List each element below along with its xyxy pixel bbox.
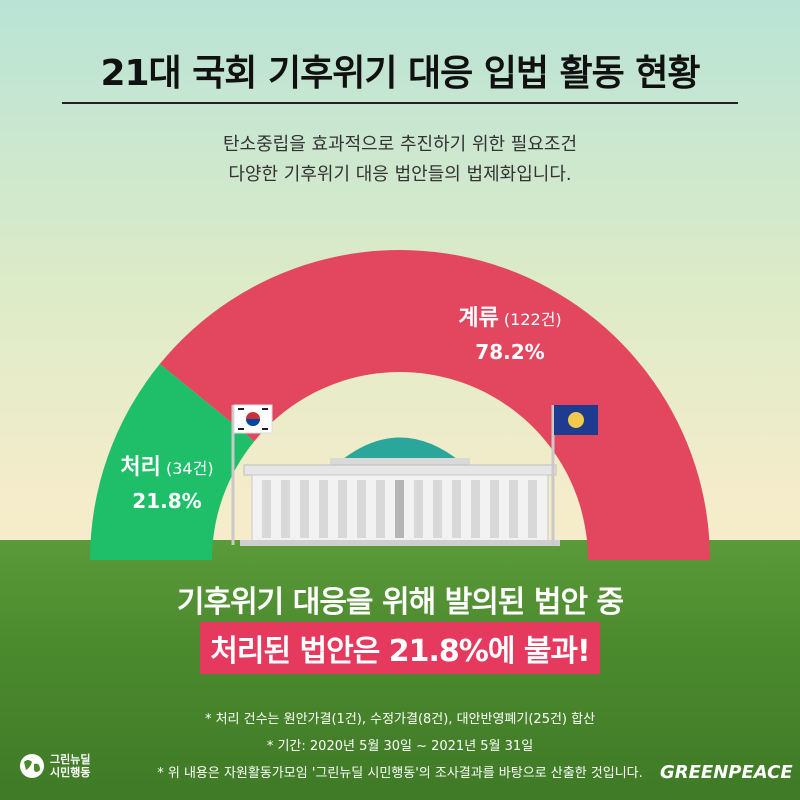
headline-line-2: 처리된 법안은 21.8%에 불과! — [200, 622, 600, 674]
building-column — [319, 480, 328, 538]
donut-slice-processed — [90, 363, 255, 560]
building-column — [262, 480, 271, 538]
national-assembly-building-icon — [240, 437, 560, 546]
building-column — [528, 480, 537, 538]
pending-percent: 78.2% — [475, 340, 545, 364]
headline-line-2-wrap: 처리된 법안은 21.8%에 불과! — [0, 622, 800, 674]
building-column — [338, 480, 347, 538]
processed-label: 처리 (34건) 21.8% — [102, 449, 232, 513]
building-columns — [262, 480, 537, 538]
processed-name: 처리 — [120, 455, 161, 480]
assembly-flag-icon — [551, 405, 598, 545]
korean-flag-icon — [231, 404, 273, 545]
footnote-1: * 처리 건수는 원안가결(1건), 수정가결(8건), 대안반영폐기(25건)… — [204, 712, 596, 727]
building-column — [490, 480, 499, 538]
greenpeace-logo: GREENPEACE — [660, 762, 793, 783]
page-title: 21대 국회 기후위기 대응 입법 활동 현황 — [100, 53, 700, 94]
building-column — [509, 480, 518, 538]
subtitle-line-2: 다양한 기후위기 대응 법안들의 법제화입니다. — [228, 164, 572, 185]
footnote-3: * 위 내용은 자원활동가모임 '그린뉴딜 시민행동'의 조사결과를 바탕으로 … — [157, 766, 643, 781]
chart-arcs — [90, 249, 710, 560]
globe-icon — [20, 754, 44, 778]
building-column — [281, 480, 290, 538]
pending-label: 계류 (122건) 78.2% — [430, 300, 590, 364]
logo-left-line-2: 시민행동 — [50, 766, 91, 779]
pending-name: 계류 — [458, 306, 499, 331]
processed-count: (34건) — [166, 459, 214, 478]
pending-count: (122건) — [503, 310, 562, 329]
donut-slice-pending — [159, 249, 710, 560]
footnote-2: * 기간: 2020년 5월 30일 ~ 2021년 5월 31일 — [266, 739, 534, 754]
building-column — [300, 480, 309, 538]
subtitle-line-1: 탄소중립을 효과적으로 추진하기 위한 필요조건 — [222, 134, 578, 155]
headline-line-1: 기후위기 대응을 위해 발의된 법안 중 — [176, 585, 624, 620]
green-new-deal-logo: 그린뉴딜 시민행동 — [18, 752, 90, 780]
building-column — [395, 480, 404, 538]
building-column — [357, 480, 366, 538]
processed-percent: 21.8% — [132, 489, 202, 513]
title-underline — [62, 102, 738, 104]
semicircle-donut-chart — [90, 249, 710, 560]
building-column — [433, 480, 442, 538]
building-column — [452, 480, 461, 538]
building-column — [471, 480, 480, 538]
logo-left-line-1: 그린뉴딜 — [50, 753, 91, 766]
building-column — [414, 480, 423, 538]
building-column — [376, 480, 385, 538]
